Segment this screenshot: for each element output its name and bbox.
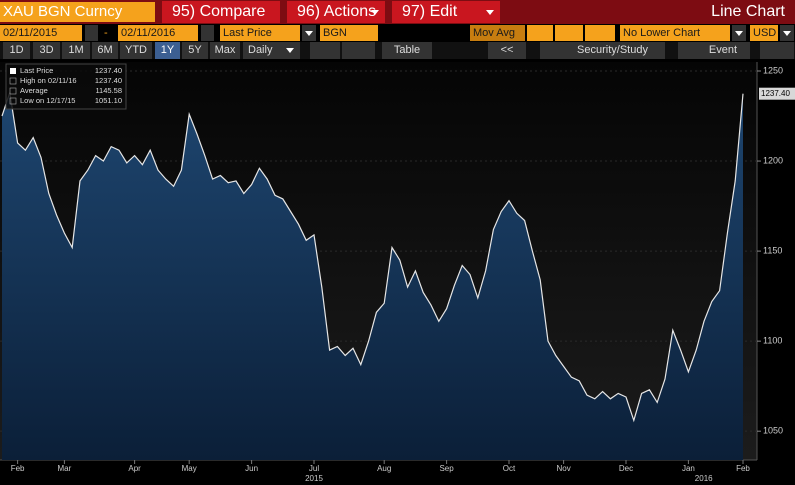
period-button[interactable]: 1D: [3, 42, 30, 59]
legend-value: 1237.40: [95, 66, 122, 75]
x-year-label: 2015: [305, 474, 323, 483]
crosshair-button[interactable]: [342, 42, 375, 59]
field-select[interactable]: Last Price: [220, 25, 300, 41]
legend-label: Last Price: [20, 66, 53, 75]
edit-button[interactable]: 97) Edit: [392, 1, 500, 23]
dropdown-arrow: [305, 31, 313, 36]
legend-label: High on 02/11/16: [20, 76, 77, 85]
x-tick-label: Dec: [619, 464, 633, 473]
date-separator: -: [104, 27, 108, 39]
x-tick-label: Mar: [58, 464, 72, 473]
last-value-label: 1237.40: [761, 89, 790, 98]
dropdown-button[interactable]: [302, 25, 316, 41]
x-tick-label: Aug: [377, 464, 391, 473]
calendar-icon[interactable]: [85, 25, 98, 41]
collapse-button[interactable]: <<: [488, 42, 526, 59]
dropdown-arrow: [783, 31, 791, 36]
study-field[interactable]: [585, 25, 615, 41]
x-tick-label: Jan: [682, 464, 695, 473]
period-row: Daily Table << Security/Study Event 1D 3D…: [0, 42, 795, 59]
dropdown-arrow: [286, 48, 294, 53]
legend-value: 1145.58: [95, 86, 122, 95]
legend-value: 1237.40: [95, 76, 122, 85]
legend-symbol: [9, 97, 17, 105]
start-date[interactable]: 02/11/2015: [0, 25, 82, 41]
security-study-button[interactable]: Security/Study: [540, 42, 665, 59]
line-style-button[interactable]: [310, 42, 340, 59]
period-button[interactable]: 6M: [92, 42, 118, 59]
table-button[interactable]: Table: [382, 42, 432, 59]
legend-symbol: [9, 77, 17, 85]
period-button[interactable]: 5Y: [182, 42, 208, 59]
x-tick-label: Feb: [736, 464, 750, 473]
study-field[interactable]: [555, 25, 583, 41]
source-input[interactable]: BGN: [320, 25, 378, 41]
legend-value: 1051.10: [95, 96, 122, 105]
x-year-label: 2016: [695, 474, 713, 483]
x-tick-label: Jul: [309, 464, 319, 473]
x-tick-label: Jun: [245, 464, 258, 473]
settings-button[interactable]: [760, 42, 794, 59]
x-tick-label: May: [182, 464, 197, 473]
lower-chart-select[interactable]: No Lower Chart: [620, 25, 730, 41]
legend-box: [5, 63, 127, 110]
frequency-select[interactable]: Daily: [243, 42, 300, 59]
actions-label: 96) Actions: [297, 3, 377, 20]
compare-button[interactable]: 95) Compare: [162, 1, 280, 23]
toolbar: XAU BGN Curncy 95) Compare 96) Actions 9…: [0, 0, 795, 24]
chart: 1050 1100 1150 1200 1250 Feb Mar Apr May Jun Jul Au…: [0, 60, 795, 485]
currency-select[interactable]: USD: [750, 25, 778, 41]
event-button[interactable]: Event: [678, 42, 750, 59]
chart-type: Line Chart: [711, 3, 785, 20]
last-value-tag: [759, 87, 795, 100]
legend-symbol: [9, 87, 17, 95]
period-button[interactable]: 3D: [33, 42, 60, 59]
legend-label: Average: [20, 86, 48, 95]
x-tick-label: Feb: [11, 464, 25, 473]
dropdown-arrow: [371, 10, 379, 15]
edit-label: 97) Edit: [402, 3, 458, 20]
period-button[interactable]: 1M: [62, 42, 90, 59]
y-tick-label: 1150: [763, 245, 782, 255]
y-tick-label: 1100: [763, 336, 782, 346]
x-tick-label: Apr: [128, 464, 141, 473]
calendar-icon[interactable]: [201, 25, 214, 41]
period-button[interactable]: 1Y: [155, 42, 180, 59]
security-input[interactable]: XAU BGN Curncy: [0, 2, 155, 22]
dropdown-button[interactable]: [780, 25, 794, 41]
x-tick-label: Oct: [503, 464, 516, 473]
dropdown-arrow: [486, 10, 494, 15]
actions-button[interactable]: 96) Actions: [287, 1, 385, 23]
y-tick-label: 1200: [763, 155, 783, 165]
period-button[interactable]: YTD: [120, 42, 152, 59]
dropdown-button[interactable]: [732, 25, 746, 41]
study-field[interactable]: [527, 25, 553, 41]
x-tick-label: Nov: [556, 464, 570, 473]
y-axis-panel: [757, 60, 795, 485]
y-tick-label: 1250: [763, 65, 783, 75]
area: [2, 92, 743, 460]
controls-row: 02/11/2015 - 02/11/2016 Last Price BGN M…: [0, 25, 795, 41]
legend-label: Low on 12/17/15: [20, 96, 75, 105]
x-tick-label: Sep: [439, 464, 454, 473]
end-date[interactable]: 02/11/2016: [118, 25, 198, 41]
price-line: [1, 92, 744, 423]
y-tick-label: 1050: [763, 426, 783, 436]
frequency-label: Daily: [248, 44, 273, 56]
dropdown-arrow: [735, 31, 743, 36]
legend-symbol: [10, 68, 16, 74]
study-label[interactable]: Mov Avg: [470, 25, 525, 41]
period-button[interactable]: Max: [210, 42, 240, 59]
